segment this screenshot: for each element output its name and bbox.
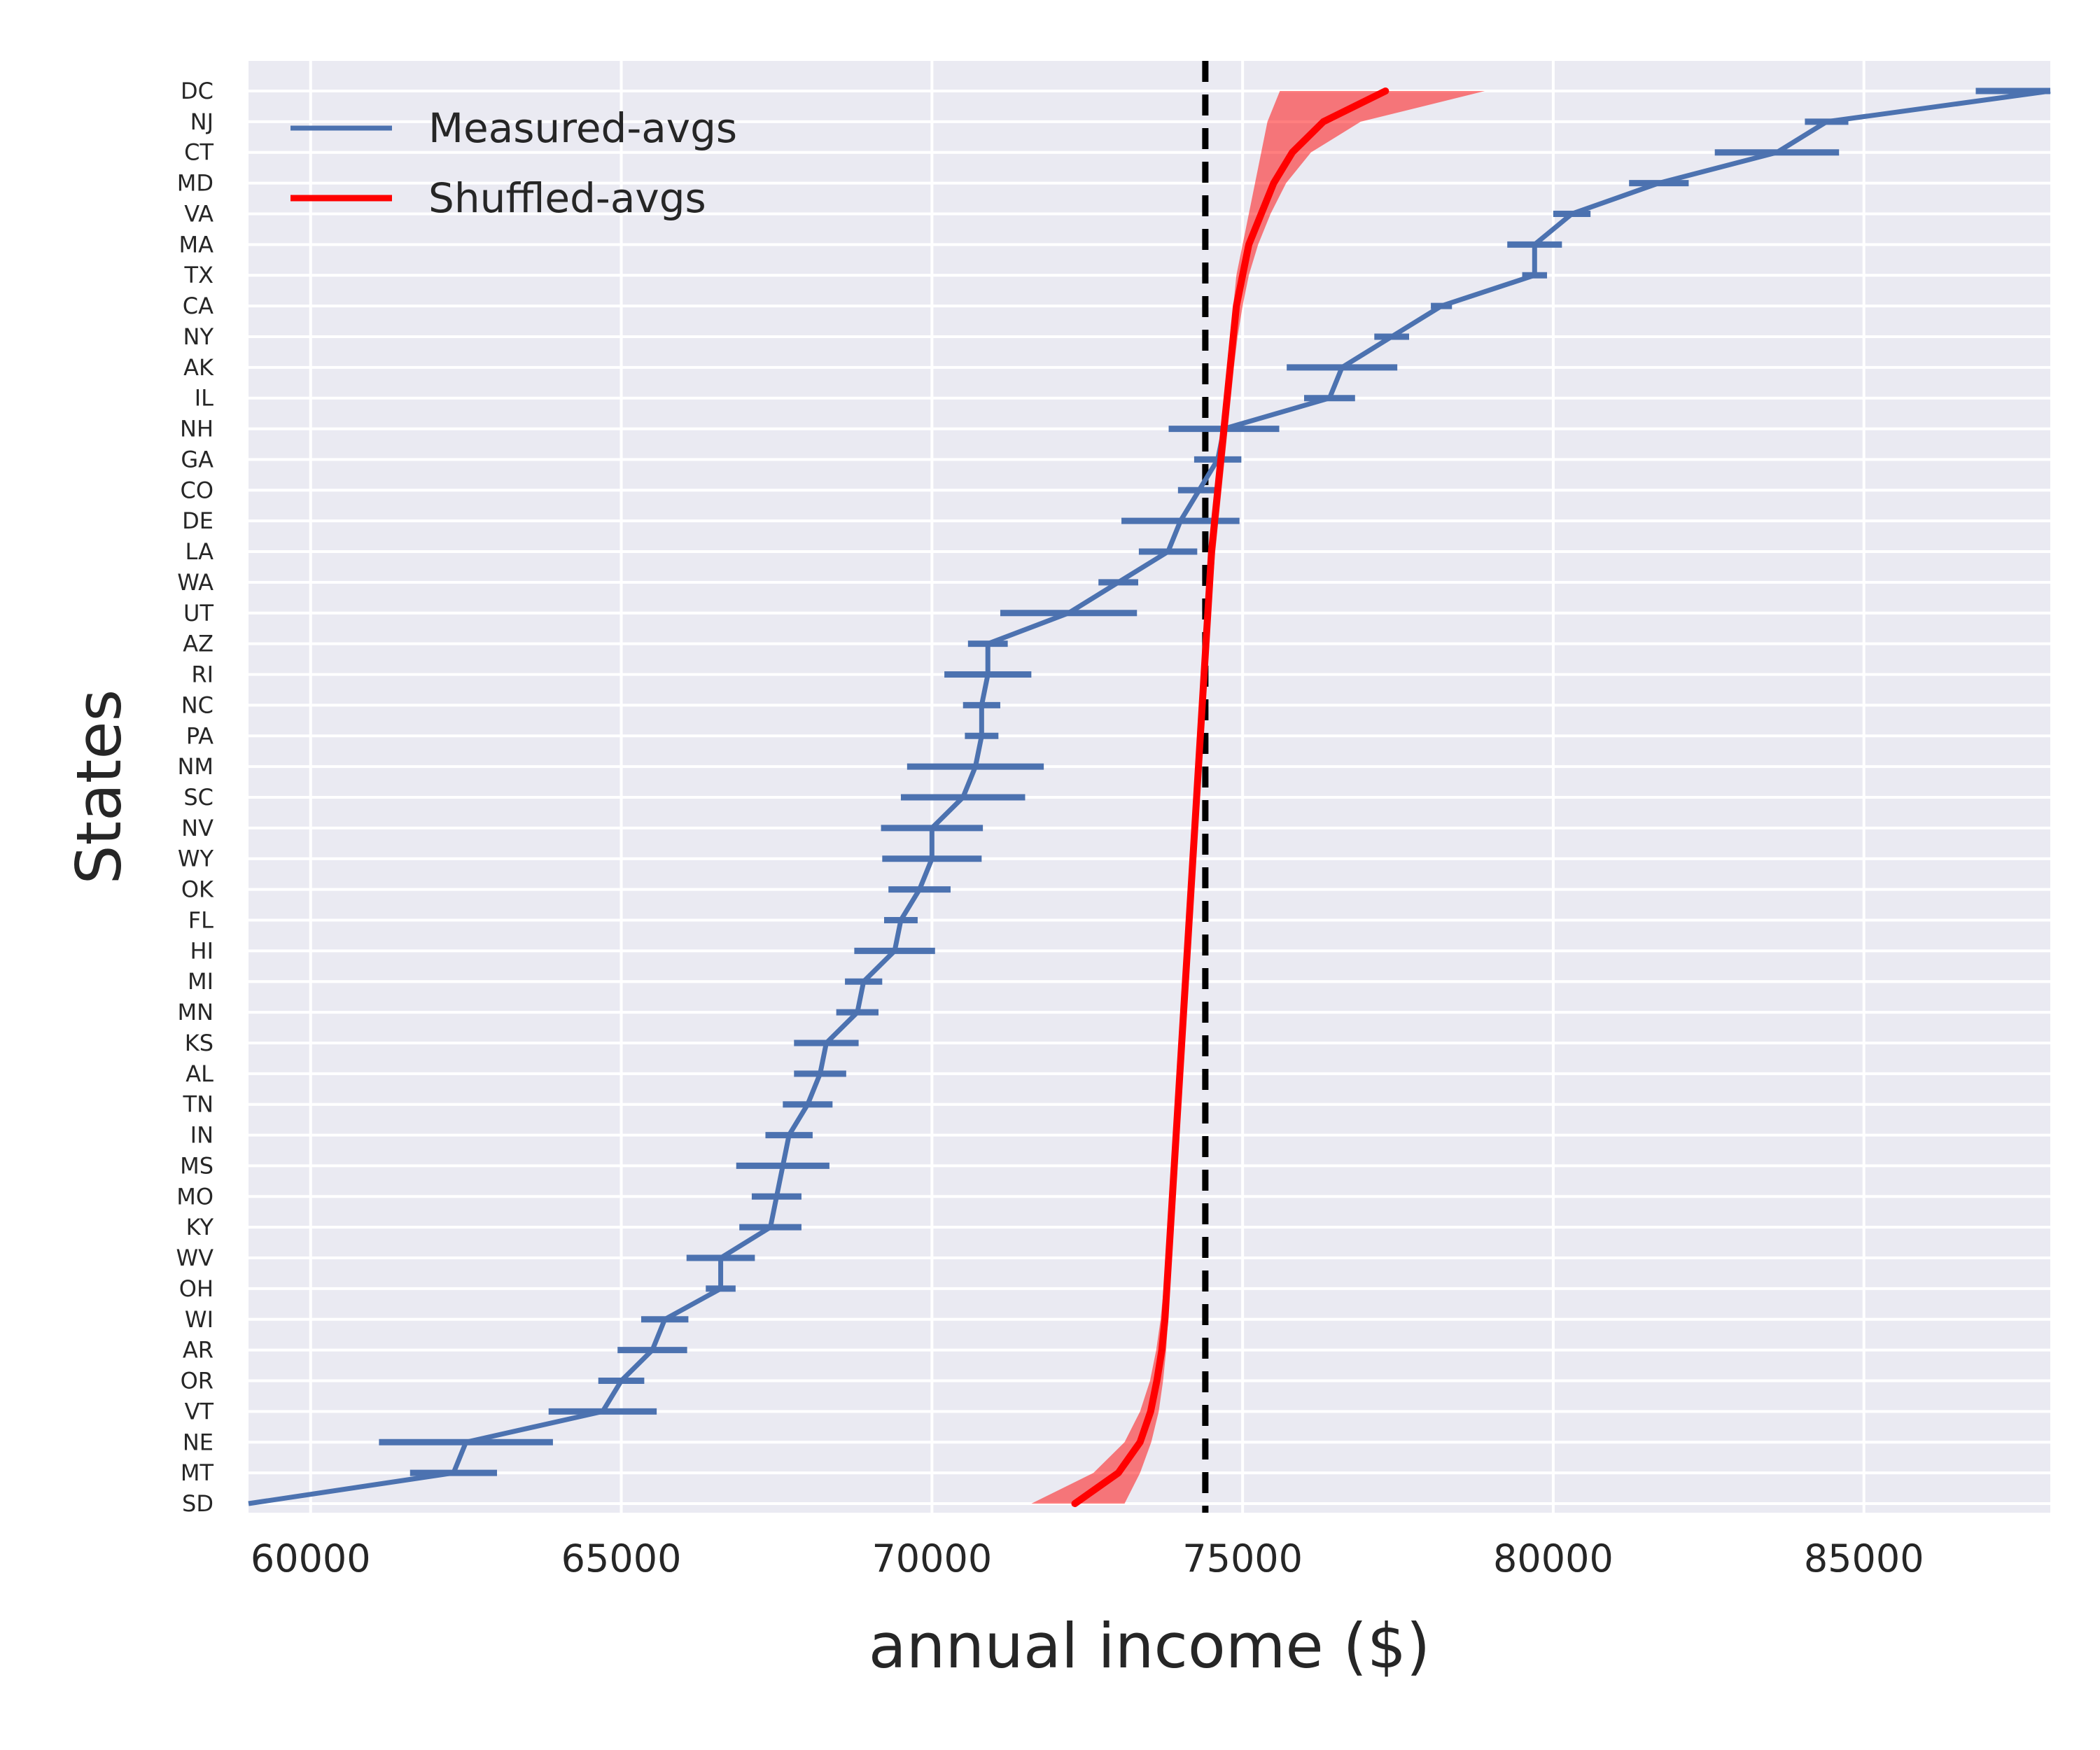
y-tick-ma: MA — [179, 231, 214, 258]
y-tick-ri: RI — [191, 662, 214, 688]
y-tick-ky: KY — [186, 1214, 214, 1240]
y-tick-labels: DC NJ CT MD VA MA TX CA NY AK IL NH GA CO DE LA WA UT AZ RI… — [176, 78, 214, 1517]
legend-label-shuffled-avgs: Shuffled-avgs — [428, 174, 706, 222]
y-tick-nm: NM — [177, 753, 214, 780]
y-tick-oh: OH — [179, 1275, 214, 1302]
y-tick-md: MD — [177, 170, 214, 197]
x-tick-70000: 70000 — [872, 1536, 992, 1581]
series-group — [248, 88, 2051, 1507]
legend-label-measured-avgs: Measured-avgs — [428, 104, 737, 152]
y-tick-sd: SD — [182, 1490, 214, 1517]
y-tick-wa: WA — [177, 569, 214, 596]
x-tick-80000: 80000 — [1493, 1536, 1614, 1581]
y-tick-in: IN — [190, 1122, 214, 1149]
y-tick-sc: SC — [183, 784, 214, 811]
y-tick-ms: MS — [180, 1152, 214, 1179]
y-tick-wv: WV — [176, 1245, 214, 1271]
y-tick-ar: AR — [183, 1337, 214, 1364]
y-tick-de: DE — [182, 507, 214, 534]
y-tick-tn: TN — [183, 1091, 214, 1118]
y-tick-mo: MO — [176, 1183, 214, 1210]
y-tick-mi: MI — [188, 968, 214, 995]
shuffled-avgs-line — [1071, 88, 1390, 1507]
y-tick-ak: AK — [183, 354, 214, 381]
y-tick-vt: VT — [185, 1398, 214, 1424]
y-tick-ne: NE — [183, 1429, 214, 1455]
y-tick-or: OR — [181, 1368, 214, 1394]
y-tick-mn: MN — [177, 999, 214, 1026]
y-tick-co: CO — [180, 477, 214, 503]
y-tick-ks: KS — [185, 1030, 214, 1056]
x-tick-65000: 65000 — [561, 1536, 682, 1581]
y-tick-az: AZ — [183, 631, 214, 657]
plot-background — [248, 61, 2050, 1513]
y-tick-nh: NH — [180, 416, 214, 442]
y-tick-nc: NC — [181, 692, 214, 718]
y-tick-mt: MT — [181, 1460, 214, 1486]
y-tick-dc: DC — [181, 78, 214, 104]
y-tick-hi: HI — [190, 937, 214, 964]
y-tick-pa: PA — [186, 722, 214, 749]
y-tick-wi: WI — [185, 1306, 214, 1333]
y-axis-label: States — [63, 690, 135, 885]
y-tick-ga: GA — [181, 446, 214, 472]
y-tick-al: AL — [186, 1060, 214, 1087]
y-tick-ca: CA — [183, 293, 214, 319]
y-tick-ut: UT — [183, 600, 214, 626]
x-tick-60000: 60000 — [251, 1536, 371, 1581]
x-tick-85000: 85000 — [1804, 1536, 1924, 1581]
y-tick-nv: NV — [181, 815, 214, 841]
y-tick-tx: TX — [184, 262, 214, 288]
y-tick-ok: OK — [181, 876, 214, 903]
y-tick-il: IL — [195, 385, 214, 412]
x-tick-75000: 75000 — [1182, 1536, 1303, 1581]
y-tick-ny: NY — [183, 323, 214, 350]
x-tick-labels: 60000 65000 70000 75000 80000 85000 — [251, 1536, 1924, 1581]
y-tick-ct: CT — [184, 139, 214, 166]
y-tick-nj: NJ — [190, 108, 214, 135]
legend: Measured-avgs Shuffled-avgs — [290, 104, 737, 222]
y-tick-va: VA — [184, 200, 214, 227]
y-tick-la: LA — [186, 538, 214, 565]
y-tick-fl: FL — [188, 906, 214, 933]
x-axis-label: annual income ($) — [869, 1610, 1431, 1682]
y-tick-wy: WY — [178, 846, 214, 872]
